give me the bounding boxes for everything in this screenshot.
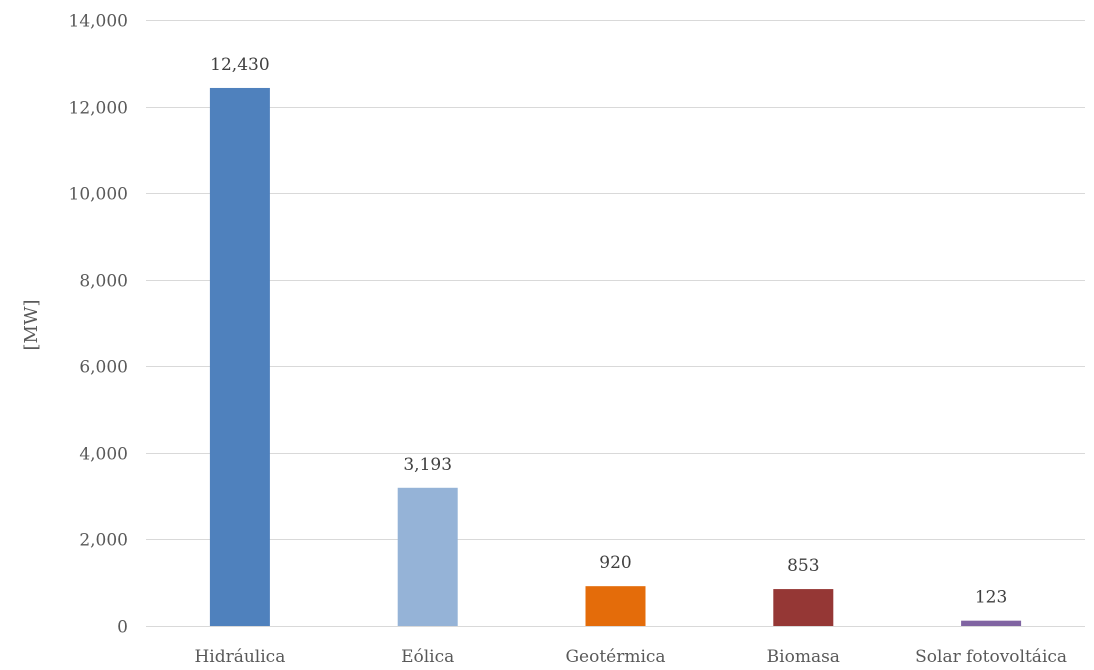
y-axis-title: [MW] xyxy=(21,300,42,351)
x-category-label: Hidráulica xyxy=(194,647,285,667)
y-tick-label: 6,000 xyxy=(79,358,128,378)
y-tick-label: 2,000 xyxy=(79,531,128,551)
bar-value-label: 920 xyxy=(599,553,631,573)
bar xyxy=(397,487,458,626)
y-tick-label: 4,000 xyxy=(79,445,128,465)
data-labels: 12,430 3,193 920 853 123 xyxy=(210,55,1007,608)
bar-value-label: 3,193 xyxy=(403,455,452,475)
x-axis: Hidráulica Eólica Geotérmica Biomasa Solar f… xyxy=(194,647,1067,667)
y-tick-label: 14,000 xyxy=(69,12,128,32)
y-axis: 0 2,000 4,000 6,000 8,000 10,000 12,000 14,000 xyxy=(69,12,128,638)
x-category-label: Biomasa xyxy=(767,647,840,667)
bar xyxy=(585,586,646,626)
bar xyxy=(773,589,834,626)
x-category-label: Eólica xyxy=(401,647,454,667)
bar xyxy=(961,620,1022,626)
bar-value-label: 123 xyxy=(975,588,1007,608)
x-category-label: Geotérmica xyxy=(565,647,665,667)
y-tick-label: 12,000 xyxy=(69,99,128,119)
y-tick-label: 0 xyxy=(117,618,128,638)
gridlines xyxy=(146,20,1085,627)
bars xyxy=(209,87,1022,627)
x-category-label: Solar fotovoltáica xyxy=(915,647,1067,667)
y-tick-label: 8,000 xyxy=(79,272,128,292)
bar xyxy=(209,87,270,627)
y-tick-label: 10,000 xyxy=(69,185,128,205)
bar-value-label: 12,430 xyxy=(210,55,269,75)
bar-value-label: 853 xyxy=(787,556,819,576)
